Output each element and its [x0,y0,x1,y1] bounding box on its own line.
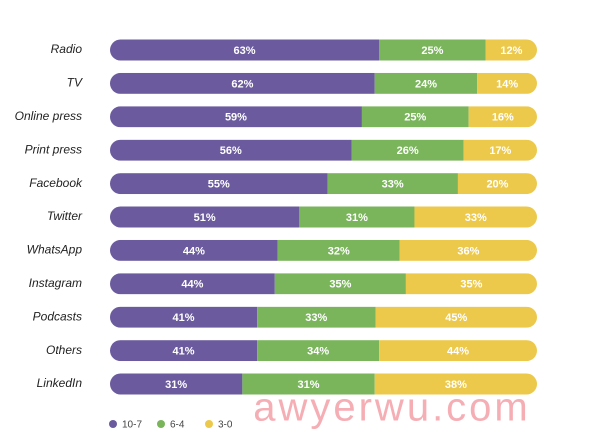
bar-row [110,239,537,261]
bar-segment [110,173,328,195]
bar-row [110,173,537,195]
bar-segment [468,106,537,128]
value-label: 56% [220,145,242,157]
bar-segment [327,173,458,195]
category-label: Others [46,343,82,357]
category-label: Radio [51,42,83,56]
category-label: LinkedIn [37,376,83,390]
bar-segment [405,273,537,295]
value-label: 63% [233,45,255,57]
value-label: 41% [173,312,195,324]
category-label: Instagram [29,276,82,290]
value-label: 12% [500,45,522,57]
bar-segment [110,72,375,94]
value-label: 38% [445,379,467,391]
category-label: TV [67,76,83,90]
bar-row [110,340,537,362]
bar-row [110,106,537,128]
bar-segment [374,373,537,395]
value-label: 14% [496,78,518,90]
bar-segment [299,206,415,228]
value-label: 25% [404,112,426,124]
value-label: 35% [329,279,351,291]
value-label: 45% [445,312,467,324]
bar-segment [110,239,278,261]
value-label: 62% [231,78,253,90]
category-label: WhatsApp [27,243,83,257]
value-label: 35% [460,279,482,291]
category-label: Facebook [29,176,83,190]
value-label: 31% [298,379,320,391]
bar-segment [110,39,380,61]
bar-segment [277,239,400,261]
value-label: 41% [173,346,195,358]
bar-segment [414,206,537,228]
bar-segment [257,306,376,328]
value-label: 36% [457,245,479,257]
bar-segment [110,340,258,362]
bar-row [110,273,537,295]
bar-segment [485,39,537,61]
value-label: 32% [328,245,350,257]
legend-label: 6-4 [170,420,185,431]
bar-segment [110,206,300,228]
value-label: 25% [421,45,443,57]
bar-segment [379,39,486,61]
category-label: Twitter [47,209,83,223]
bar-row [110,139,537,161]
category-label: Online press [15,109,82,123]
value-label: 20% [486,179,508,191]
bar-segment [399,239,537,261]
value-label: 17% [489,145,511,157]
value-label: 24% [415,78,437,90]
category-label: Print press [25,142,82,156]
value-label: 55% [208,179,230,191]
bar-segment [457,173,537,195]
bar-segment [242,373,375,395]
value-label: 16% [492,112,514,124]
bar-segment [110,373,243,395]
bar-row [110,39,537,61]
value-label: 44% [181,279,203,291]
bar-segment [110,306,258,328]
bar-segment [110,139,352,161]
value-label: 31% [346,212,368,224]
bar-row [110,373,537,395]
bar-segment [374,72,478,94]
bar-segment [379,340,537,362]
bar-segment [351,139,464,161]
legend-swatch [205,420,213,428]
bar-segment [477,72,537,94]
value-label: 44% [183,245,205,257]
bar-segment [375,306,537,328]
legend-label: 3-0 [218,420,233,431]
value-label: 44% [447,346,469,358]
bar-row [110,206,537,228]
value-label: 59% [225,112,247,124]
value-label: 51% [194,212,216,224]
value-label: 33% [305,312,327,324]
value-label: 33% [465,212,487,224]
legend-swatch [109,420,117,428]
bar-row [110,72,537,94]
legend-swatch [157,420,165,428]
bar-segment [361,106,469,128]
bar-segment [110,106,362,128]
bar-segment [463,139,537,161]
bar-segment [257,340,380,362]
category-label: Podcasts [33,309,82,323]
watermark: awyerwu.com [253,386,531,430]
value-label: 26% [397,145,419,157]
value-label: 34% [307,346,329,358]
bar-row [110,306,537,328]
legend-label: 10-7 [122,420,142,431]
value-label: 31% [165,379,187,391]
bar-segment [274,273,406,295]
value-label: 33% [382,179,404,191]
bar-segment [110,273,275,295]
